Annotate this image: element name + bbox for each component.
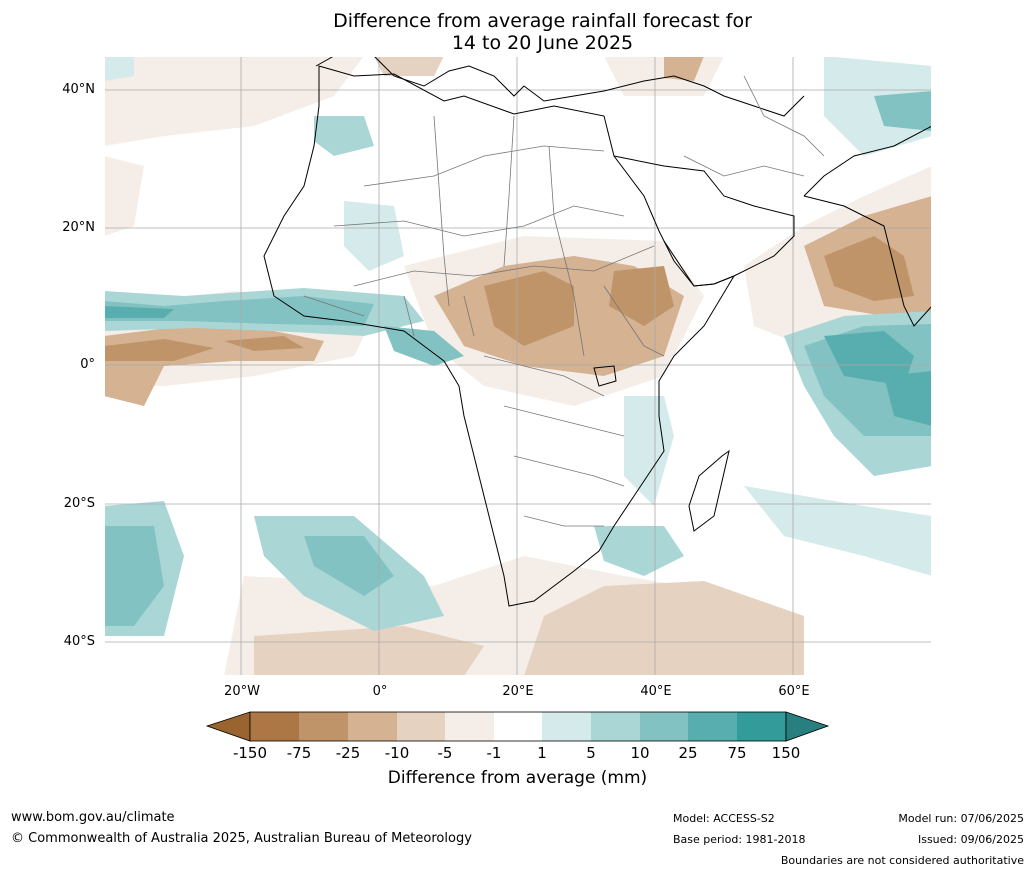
wet-anomaly — [884, 371, 932, 426]
lon-label-0: 0° — [372, 684, 388, 699]
dry-anomaly — [609, 266, 674, 326]
dry-anomaly — [374, 56, 444, 76]
footer-issued: Issued: 09/06/2025 — [917, 833, 1024, 846]
colorbar-segment — [640, 712, 688, 741]
colorbar-tick: 150 — [771, 744, 801, 762]
lat-label-40n: 40°N — [62, 82, 95, 97]
colorbar-segment — [542, 712, 591, 741]
footer-base-period: Base period: 1981-2018 — [673, 833, 806, 846]
colorbar-tick: 10 — [630, 744, 650, 762]
rainfall-map — [104, 56, 932, 676]
wet-anomaly — [104, 296, 374, 326]
colorbar-tick: -1 — [486, 744, 502, 762]
dry-anomaly — [524, 581, 804, 676]
lon-label-60e: 60°E — [778, 684, 810, 699]
lon-label-20e: 20°E — [502, 684, 534, 699]
colorbar-tick: 75 — [727, 744, 747, 762]
colorbar-segment — [494, 712, 542, 741]
colorbar-segment — [688, 712, 737, 741]
country-borders — [303, 75, 825, 527]
dry-anomaly — [824, 236, 914, 301]
colorbar-tick: 5 — [586, 744, 596, 762]
lat-label-40s: 40°S — [63, 634, 95, 649]
dry-anomaly — [664, 56, 704, 81]
lat-label-20s: 20°S — [63, 496, 95, 511]
map-title-line2: 14 to 20 June 2025 — [451, 32, 634, 54]
colorbar-segment — [397, 712, 445, 741]
colorbar-right-arrow — [785, 711, 830, 742]
wet-anomaly — [314, 116, 374, 156]
colorbar-tick: -5 — [437, 744, 453, 762]
lat-label-20n: 20°N — [62, 220, 95, 235]
wet-anomaly — [624, 396, 674, 506]
colorbar-tick: -10 — [384, 744, 410, 762]
footer-model: Model: ACCESS-S2 — [673, 812, 775, 825]
colorbar-segment — [445, 712, 494, 741]
footer-disclaimer: Boundaries are not considered authoritat… — [780, 854, 1024, 867]
footer-url[interactable]: www.bom.gov.au/climate — [11, 810, 175, 825]
footer-model-run: Model run: 07/06/2025 — [898, 812, 1024, 825]
wet-anomaly — [104, 56, 134, 81]
map-title-line1: Difference from average rainfall forecas… — [333, 10, 752, 32]
footer-copyright: © Commonwealth of Australia 2025, Austra… — [11, 831, 472, 846]
wet-anomaly — [874, 91, 932, 131]
colorbar-title: Difference from average (mm) — [387, 768, 648, 788]
wet-anomaly — [824, 331, 914, 386]
lon-label-20w: 20°W — [224, 684, 260, 699]
colorbar-tick: 1 — [537, 744, 547, 762]
map-title: Difference from average rainfall forecas… — [0, 10, 1035, 54]
colorbar-tick: 25 — [678, 744, 698, 762]
colorbar-tick: -75 — [286, 744, 312, 762]
colorbar-segment — [299, 712, 348, 741]
colorbar-segment — [250, 712, 299, 741]
colorbar-segment — [737, 712, 786, 741]
colorbar-segments — [250, 712, 786, 741]
graticule — [104, 56, 932, 676]
wet-anomaly — [304, 536, 394, 596]
colorbar-tick: -25 — [335, 744, 361, 762]
anomaly-patch — [104, 56, 364, 146]
dry-anomaly — [104, 339, 214, 361]
lon-label-40e: 40°E — [640, 684, 672, 699]
wet-anomaly — [344, 201, 404, 271]
dry-anomaly — [484, 271, 574, 346]
colorbar-left-arrow — [205, 711, 251, 742]
wet-anomaly — [104, 306, 174, 318]
wet-anomaly — [104, 526, 164, 626]
wet-anomaly — [594, 526, 684, 576]
dry-anomaly — [254, 626, 484, 676]
wet-anomaly — [744, 486, 932, 576]
colorbar-segment — [591, 712, 640, 741]
colorbar-segment — [348, 712, 397, 741]
coastlines — [263, 56, 932, 607]
rainfall-map-svg — [104, 56, 932, 676]
dry-anomaly — [224, 336, 304, 351]
anomaly-patch — [104, 156, 144, 236]
colorbar-tick: -150 — [232, 744, 268, 762]
lat-label-0: 0° — [80, 357, 95, 372]
